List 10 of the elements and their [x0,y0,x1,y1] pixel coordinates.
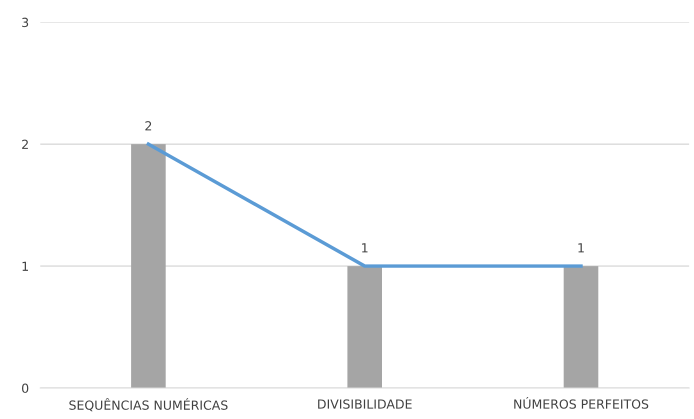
data-label: 1 [362,243,368,252]
data-label: 2 [145,121,152,130]
y-tick-label: 3 [22,18,28,28]
data-label: 1 [578,243,584,252]
y-tick-label: 0 [22,383,28,393]
x-tick-label: DIVISIBILIDADE [318,399,412,409]
x-tick-label: SEQUÊNCIAS NUMÉRICAS [69,398,228,412]
y-tick-label: 1 [22,262,28,271]
x-tick-label: NÚMEROS PERFEITOS [514,397,648,409]
y-tick-label: 2 [22,140,28,149]
